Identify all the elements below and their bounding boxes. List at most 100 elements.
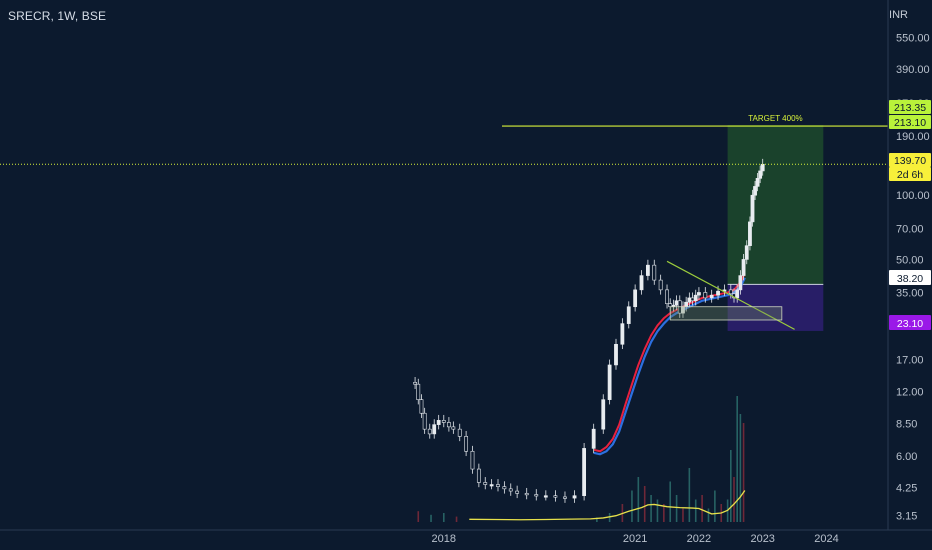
y-tick-label: 17.00: [896, 354, 924, 366]
candle-body: [601, 399, 606, 430]
volume-bar: [701, 495, 703, 522]
candle-body: [703, 292, 708, 299]
candle-body: [432, 424, 437, 435]
candle-body: [476, 468, 481, 483]
volume-bar: [596, 517, 598, 522]
candle-body: [572, 495, 577, 499]
x-tick-label: 2021: [623, 533, 647, 545]
volume-bar: [707, 508, 710, 522]
countdown-badge: 2d 6h: [897, 169, 923, 181]
candle-body: [758, 170, 763, 179]
y-tick-label: 6.00: [896, 451, 917, 463]
candle-body: [645, 264, 650, 276]
volume-bar: [455, 516, 458, 522]
candle-body: [422, 412, 427, 430]
candle-body: [738, 275, 743, 291]
y-tick-label: 3.15: [896, 510, 917, 522]
entry-price-badge-bg: [889, 270, 931, 285]
candle-body: [489, 484, 494, 487]
candle-body: [735, 289, 740, 299]
candle-body: [607, 364, 612, 400]
candle-body: [665, 289, 669, 305]
x-tick-label: 2018: [432, 533, 456, 545]
y-tick-label: 70.00: [896, 223, 924, 235]
countdown-badge-bg: [889, 167, 931, 181]
candle-body: [483, 482, 488, 485]
price-axis[interactable]: 550.00390.00270.00190.00100.0070.0050.00…: [896, 32, 930, 522]
volume-bar: [442, 513, 445, 522]
candle-body: [709, 294, 714, 299]
target-price-badge-bg: [889, 100, 931, 114]
volume-bar: [656, 499, 659, 522]
candle-body: [633, 289, 638, 308]
candle-body: [553, 495, 558, 498]
y-tick-label: 4.25: [896, 483, 917, 495]
stop-price-badge-bg: [889, 315, 931, 330]
volume-bar: [714, 490, 716, 522]
candle-body: [416, 383, 421, 400]
candle-body: [693, 294, 698, 302]
volume-bar: [736, 396, 738, 522]
y-tick-label: 100.00: [896, 190, 930, 202]
candle-body: [441, 420, 446, 423]
candle-body: [582, 448, 587, 497]
candle-body: [744, 245, 749, 260]
candle-body: [413, 382, 417, 385]
candle-body: [502, 486, 507, 490]
y-tick-label: 50.00: [896, 254, 924, 266]
volume-bar: [650, 495, 652, 522]
target-line-badge: 213.10: [894, 117, 926, 129]
consolidation-box[interactable]: [669, 306, 783, 321]
stop-loss-zone[interactable]: [727, 284, 824, 331]
volume-bar: [688, 468, 691, 522]
candle-body: [591, 428, 596, 449]
volume-ma-line: [469, 490, 746, 521]
time-axis[interactable]: 2018 2021 2022 2023 2024: [432, 533, 839, 545]
candle-body: [534, 494, 539, 497]
candle-body: [697, 292, 701, 296]
volume-bar: [417, 511, 420, 522]
y-tick-label: 35.00: [896, 287, 924, 299]
candle-body: [753, 186, 757, 196]
target-line-badge-bg: [889, 115, 931, 129]
candle-body: [446, 422, 451, 428]
candle-body: [687, 297, 692, 303]
last-price-badge-bg: [889, 153, 931, 167]
candle-body: [728, 289, 733, 295]
candle-body: [690, 297, 695, 302]
candle-body: [639, 275, 644, 291]
x-tick-label: 2023: [750, 533, 774, 545]
candle-body: [741, 259, 746, 276]
candle-body: [760, 163, 765, 172]
currency-label: INR: [889, 9, 908, 21]
volume-bar: [694, 499, 697, 522]
volume-bar: [742, 423, 745, 522]
volume-bar: [675, 495, 678, 522]
candle-body: [668, 303, 673, 308]
y-tick-label: 8.50: [896, 419, 917, 431]
candle-body: [620, 323, 625, 345]
volume-bar: [730, 450, 732, 522]
volume-bar: [430, 514, 432, 522]
candle-body: [674, 300, 679, 306]
y-tick-label: 550.00: [896, 32, 930, 44]
candle-body: [524, 493, 529, 496]
x-tick-label: 2022: [687, 533, 711, 545]
entry-price-badge: 38.20: [897, 273, 923, 285]
target-price-badge: 213.35: [894, 102, 926, 114]
target-label: TARGET 400%: [748, 114, 802, 123]
candle-body: [658, 279, 663, 291]
volume-bar: [608, 513, 611, 522]
stop-price-badge: 23.10: [897, 318, 923, 330]
candle-body: [515, 490, 520, 494]
candle-body: [496, 484, 500, 487]
candle-body: [470, 450, 475, 470]
candle-body: [563, 496, 567, 499]
candle-body: [614, 343, 618, 366]
candle-body: [748, 221, 752, 246]
symbol-header[interactable]: SRECR, 1W, BSE: [8, 9, 107, 23]
volume-bar: [682, 508, 684, 522]
y-tick-label: 390.00: [896, 64, 930, 76]
trendline[interactable]: [666, 260, 795, 330]
